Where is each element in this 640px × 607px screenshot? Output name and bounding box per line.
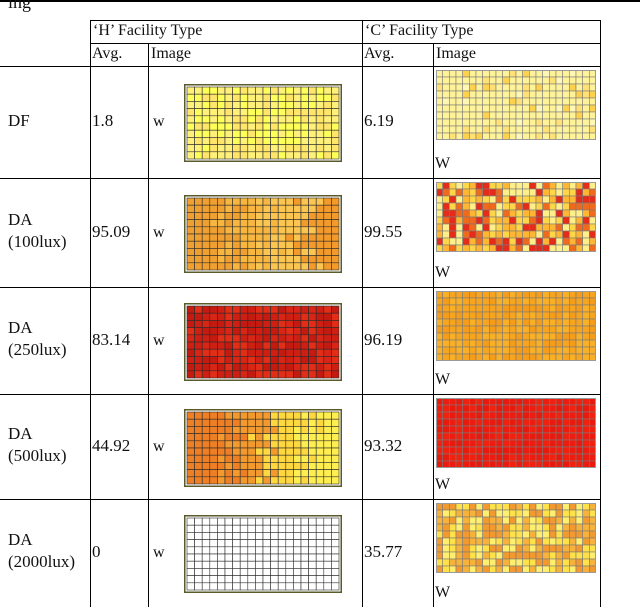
row-3-h-heatmap-svg: [184, 303, 342, 381]
col-rule-right: [600, 20, 601, 607]
row-1-c-avg: 6.19: [364, 111, 394, 130]
row-5-c-heatmap: [436, 503, 596, 573]
row-2-h-marker: w: [153, 224, 165, 241]
header-h-facility: ‘H’ Facility Type: [93, 22, 203, 39]
row-1-c-heatmap: [436, 70, 596, 140]
row-2-c-avg: 99.55: [364, 222, 403, 241]
top-rule: [0, 0, 640, 2]
row-5-c-heatmap-svg: [436, 503, 596, 573]
col-rule-c-avg: [433, 43, 434, 607]
row-label-2-line2: (100lux): [8, 232, 67, 251]
row-1-h-avg: 1.8: [92, 111, 114, 130]
row-5-h-avg: 0: [92, 542, 101, 561]
row-5-h-marker: w: [153, 544, 165, 561]
row-5-h-heatmap-svg: [184, 515, 342, 593]
row-label-5-line2: (2000lux): [8, 552, 76, 571]
row-2-c-heatmap: [436, 182, 596, 252]
row-1-c-marker: W: [435, 155, 451, 172]
preceding-text-strip: ing: [0, 0, 640, 18]
row-1-h-heatmap-svg: [184, 84, 342, 162]
preceding-text: ing: [8, 0, 32, 12]
row-1-h-heatmap: [184, 84, 342, 162]
row-label-2-line1: DA: [8, 210, 33, 229]
row-separator-3: [0, 394, 600, 395]
col-rule-h-avg: [148, 43, 149, 607]
row-separator-1: [0, 178, 600, 179]
row-2-c-marker: W: [435, 264, 451, 281]
row-4-h-avg: 44.92: [92, 436, 131, 455]
row-label-5-line1: DA: [8, 530, 33, 549]
row-5-c-avg: 35.77: [364, 542, 403, 561]
header-c-image: Image: [436, 45, 476, 62]
row-2-c-heatmap-svg: [436, 182, 596, 252]
row-2-h-heatmap: [184, 195, 342, 273]
row-1-h-marker: w: [153, 113, 165, 130]
row-separator-4: [0, 499, 600, 500]
row-3-h-avg: 83.14: [92, 330, 131, 349]
row-2-h-heatmap-svg: [184, 195, 342, 273]
row-label-1-line1: DF: [8, 111, 30, 130]
col-rule-group: [362, 20, 363, 607]
row-separator-2: [0, 287, 600, 288]
row-4-c-marker: W: [435, 476, 451, 493]
row-label-3-line2: (250lux): [8, 340, 67, 359]
row-3-h-marker: w: [153, 332, 165, 349]
row-label-3-line1: DA: [8, 318, 33, 337]
row-3-c-marker: W: [435, 371, 451, 388]
row-3-c-heatmap: [436, 291, 596, 361]
header-h-avg: Avg.: [92, 45, 123, 62]
row-3-c-avg: 96.19: [364, 330, 403, 349]
row-4-c-heatmap: [436, 398, 596, 468]
row-label-4-line2: (500lux): [8, 446, 67, 465]
row-4-c-heatmap-svg: [436, 398, 596, 468]
row-4-c-avg: 93.32: [364, 436, 403, 455]
row-label-4-line1: DA: [8, 424, 33, 443]
row-4-h-heatmap-svg: [184, 409, 342, 487]
header-h-image: Image: [151, 45, 191, 62]
col-rule-label: [90, 20, 91, 607]
row-3-c-heatmap-svg: [436, 291, 596, 361]
row-4-h-marker: w: [153, 438, 165, 455]
header-c-facility: ‘C’ Facility Type: [365, 22, 474, 39]
row-5-c-marker: W: [435, 584, 451, 601]
header-c-avg: Avg.: [364, 45, 395, 62]
row-1-c-heatmap-svg: [436, 70, 596, 140]
row-4-h-heatmap: [184, 409, 342, 487]
header-bottom-rule: [0, 66, 600, 67]
header-top-rule: [90, 20, 600, 21]
row-5-h-heatmap: [184, 515, 342, 593]
header-mid-rule: [90, 43, 600, 44]
row-2-h-avg: 95.09: [92, 222, 131, 241]
row-3-h-heatmap: [184, 303, 342, 381]
